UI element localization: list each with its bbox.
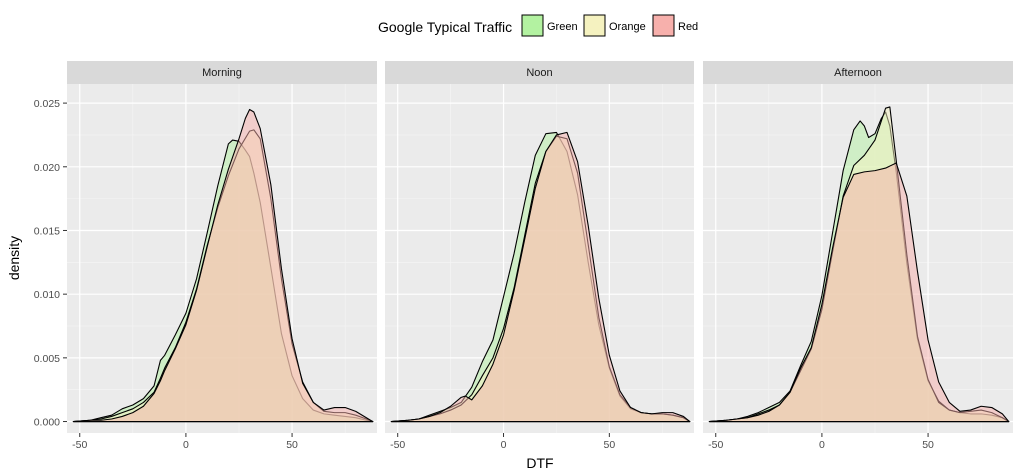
y-tick-label: 0.025 (34, 98, 60, 110)
density-area-red (708, 162, 1010, 423)
legend: Google Typical Traffic Green Orange Red (378, 14, 698, 37)
x-tick-label: 50 (286, 439, 298, 451)
y-tick-label: 0.010 (34, 289, 60, 301)
legend-key-green (521, 14, 544, 37)
facet-label: Afternoon (834, 67, 882, 79)
y-axis: 0.000 0.005 0.010 0.015 0.020 0.025 (34, 98, 67, 429)
legend-label-green: Green (547, 21, 578, 33)
legend-title: Google Typical Traffic (378, 19, 512, 35)
facet-noon: Noon -50 0 50 (385, 61, 694, 451)
legend-label-orange: Orange (609, 21, 646, 33)
y-tick-label: 0.005 (34, 353, 60, 365)
y-axis-title: density (6, 236, 22, 280)
density-area-red (72, 108, 374, 423)
legend-key-orange (583, 14, 606, 37)
facet-strip (67, 61, 377, 84)
y-tick-label: 0.015 (34, 225, 60, 237)
y-tick-label: 0.000 (34, 417, 60, 429)
x-tick-label: 0 (819, 439, 825, 451)
x-tick-label: -50 (390, 439, 405, 451)
legend-label-red: Red (678, 21, 698, 33)
y-tick-label: 0.020 (34, 162, 60, 174)
x-tick-label: 0 (183, 439, 189, 451)
legend-key-red (652, 14, 675, 37)
facet-afternoon: Afternoon -50 0 50 (703, 61, 1013, 451)
density-area-red (390, 131, 691, 423)
facet-morning: Morning -50 0 50 (67, 61, 377, 451)
facet-strip (385, 61, 694, 84)
x-tick-label: 50 (603, 439, 615, 451)
x-tick-label: 50 (922, 439, 934, 451)
facet-label: Morning (202, 67, 242, 79)
facet-strip (703, 61, 1013, 84)
x-tick-label: -50 (72, 439, 87, 451)
facet-label: Noon (526, 67, 552, 79)
x-tick-label: -50 (708, 439, 723, 451)
x-axis-title: DTF (526, 455, 553, 471)
x-tick-label: 0 (501, 439, 507, 451)
